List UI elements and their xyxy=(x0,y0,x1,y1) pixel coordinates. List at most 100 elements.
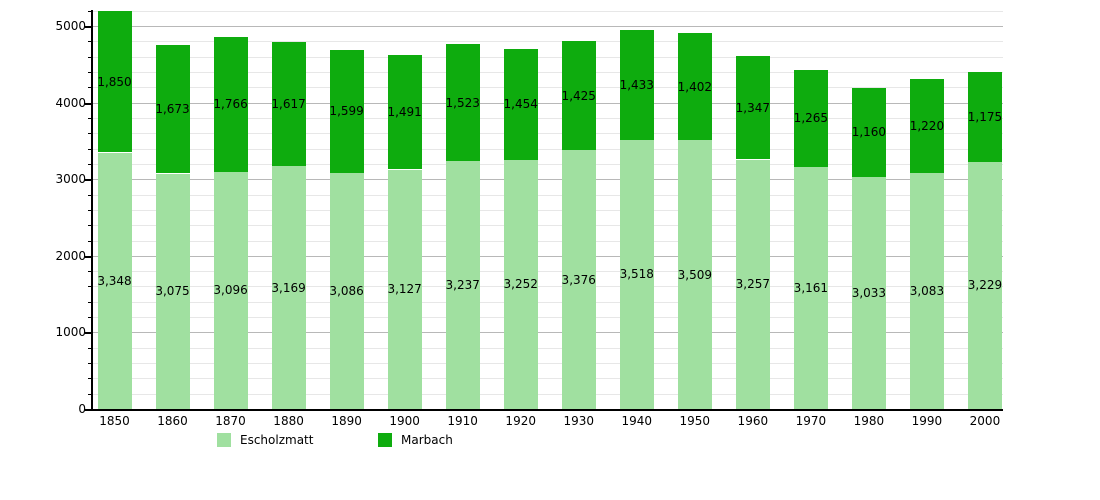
legend-label-escholzmatt: Escholzmatt xyxy=(240,433,314,447)
y-tick-3400 xyxy=(88,148,93,150)
gridline-5200 xyxy=(93,10,1003,12)
x-tick-label-1930: 1930 xyxy=(563,414,595,428)
y-tick-label-5000: 5000 xyxy=(55,19,86,33)
gridline-3600 xyxy=(93,133,1003,135)
value-label-marbach-1970: 1,265 xyxy=(793,111,829,126)
y-tick-600 xyxy=(88,363,93,364)
gridline-1800 xyxy=(93,271,1003,273)
gridline-2000 xyxy=(93,255,1003,257)
y-tick-0 xyxy=(85,409,93,411)
value-label-marbach-1880: 1,617 xyxy=(271,97,306,112)
value-label-escholzmatt-1860: 3,075 xyxy=(155,284,190,299)
value-label-marbach-1990: 1,220 xyxy=(909,119,945,134)
y-tick-2400 xyxy=(88,225,93,227)
y-tick-2800 xyxy=(88,194,93,196)
x-tick-label-1940: 1940 xyxy=(621,414,653,428)
y-tick-label-2000: 2000 xyxy=(55,248,86,263)
legend-swatch-marbach xyxy=(378,433,392,447)
bar-escholzmatt-1960 xyxy=(735,159,770,409)
bar-marbach-2000 xyxy=(968,71,1002,162)
y-tick-4000 xyxy=(85,102,93,105)
gridline-2600 xyxy=(93,209,1003,211)
gridline-1200 xyxy=(93,317,1003,319)
y-tick-4800 xyxy=(88,41,93,43)
gridline-400 xyxy=(93,378,1003,380)
gridline-4200 xyxy=(93,87,1003,89)
y-axis xyxy=(91,10,93,411)
value-label-marbach-1860: 1,673 xyxy=(155,102,190,117)
bar-escholzmatt-1910 xyxy=(445,161,480,409)
gridline-200 xyxy=(93,393,1003,395)
value-label-marbach-2000: 1,175 xyxy=(967,109,1003,124)
y-tick-200 xyxy=(88,393,93,395)
x-tick-label-1970: 1970 xyxy=(795,414,827,428)
value-label-escholzmatt-1970: 3,161 xyxy=(793,280,829,295)
y-tick-4400 xyxy=(88,72,93,73)
y-tick-5000 xyxy=(85,26,93,28)
gridline-3200 xyxy=(93,163,1003,165)
x-tick-label-1950: 1950 xyxy=(679,414,711,428)
y-tick-label-0: 0 xyxy=(78,402,86,416)
bar-escholzmatt-1890 xyxy=(329,172,364,409)
y-tick-2000 xyxy=(85,255,93,258)
y-tick-3000 xyxy=(85,179,93,182)
y-tick-1400 xyxy=(88,301,93,303)
bar-marbach-1990 xyxy=(909,79,944,173)
y-tick-3600 xyxy=(88,133,93,135)
value-label-marbach-1910: 1,523 xyxy=(445,95,480,110)
value-label-escholzmatt-1950: 3,509 xyxy=(677,267,712,282)
value-label-escholzmatt-1930: 3,376 xyxy=(561,272,596,287)
bar-marbach-1900 xyxy=(387,55,422,170)
y-tick-800 xyxy=(88,347,93,349)
y-tick-4200 xyxy=(88,87,93,89)
value-label-marbach-1940: 1,433 xyxy=(619,77,654,92)
value-label-escholzmatt-1910: 3,237 xyxy=(445,278,480,292)
bar-marbach-1960 xyxy=(735,56,770,160)
gridline-3000 xyxy=(93,179,1003,181)
bar-escholzmatt-1930 xyxy=(561,150,596,409)
value-label-marbach-1870: 1,766 xyxy=(213,97,248,112)
y-tick-1200 xyxy=(88,317,93,319)
value-label-escholzmatt-1980: 3,033 xyxy=(851,285,887,300)
gridline-2800 xyxy=(93,194,1003,196)
value-label-escholzmatt-1850: 3,348 xyxy=(97,273,132,288)
bar-escholzmatt-1880 xyxy=(271,166,306,409)
gridline-3800 xyxy=(93,117,1003,119)
value-label-escholzmatt-1940: 3,518 xyxy=(619,267,654,282)
gridline-600 xyxy=(93,363,1003,364)
value-label-escholzmatt-1890: 3,086 xyxy=(329,283,364,298)
gridline-4600 xyxy=(93,56,1003,58)
bar-escholzmatt-1970 xyxy=(793,166,828,409)
value-label-marbach-1900: 1,491 xyxy=(387,105,422,120)
bar-marbach-1850 xyxy=(97,10,132,153)
gridline-800 xyxy=(93,347,1003,349)
value-label-marbach-1930: 1,425 xyxy=(561,88,596,103)
y-tick-400 xyxy=(88,378,93,380)
bar-escholzmatt-1870 xyxy=(213,171,248,409)
bar-marbach-1930 xyxy=(561,41,596,151)
bar-escholzmatt-2000 xyxy=(968,161,1002,409)
bar-marbach-1860 xyxy=(155,45,190,174)
bar-marbach-1950 xyxy=(677,32,712,141)
y-tick-label-1000: 1000 xyxy=(55,325,86,340)
gridline-3400 xyxy=(93,148,1003,150)
value-label-escholzmatt-1900: 3,127 xyxy=(387,282,422,297)
x-tick-label-1960: 1960 xyxy=(737,414,769,428)
y-tick-1000 xyxy=(85,332,93,335)
bar-marbach-1880 xyxy=(271,42,306,167)
gridline-2200 xyxy=(93,240,1003,242)
bar-escholzmatt-1850 xyxy=(97,152,132,409)
bar-marbach-1940 xyxy=(619,29,654,140)
y-tick-2600 xyxy=(88,209,93,211)
value-label-marbach-1920: 1,454 xyxy=(503,97,538,112)
x-tick-label-1990: 1990 xyxy=(911,414,943,428)
gridline-1400 xyxy=(93,301,1003,303)
bar-marbach-1870 xyxy=(213,36,248,172)
x-axis xyxy=(91,409,1003,411)
x-tick-label-1850: 1850 xyxy=(99,414,130,428)
y-tick-2200 xyxy=(88,240,93,242)
gridline-4000 xyxy=(93,102,1003,104)
x-tick-label-1900: 1900 xyxy=(389,414,420,428)
bar-marbach-1910 xyxy=(445,44,480,162)
bar-escholzmatt-1860 xyxy=(155,173,190,409)
